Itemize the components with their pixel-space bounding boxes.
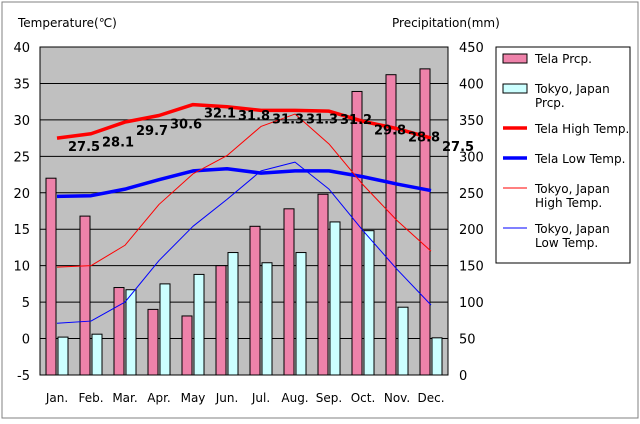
right-tick-label: 250 bbox=[459, 187, 484, 202]
data-labels: 27.5 28.129.7 30.632.1 31.8 31.3 31.3 31.229.8… bbox=[68, 107, 474, 156]
data-label: 29.8 bbox=[374, 123, 406, 138]
data-label: 30.6 bbox=[170, 118, 202, 133]
bar bbox=[249, 225, 261, 376]
right-tick-label: 300 bbox=[459, 150, 484, 165]
bar bbox=[317, 193, 329, 376]
bar bbox=[283, 208, 295, 376]
bar bbox=[431, 337, 443, 376]
bar bbox=[45, 177, 57, 376]
bar bbox=[397, 306, 409, 376]
right-tick-label: 0 bbox=[459, 369, 467, 384]
legend-box bbox=[495, 46, 631, 264]
bar bbox=[419, 68, 431, 376]
bar bbox=[159, 283, 171, 376]
bar bbox=[193, 273, 205, 376]
x-tick-label: Nov. bbox=[384, 391, 410, 405]
left-tick-label: 35 bbox=[13, 77, 30, 92]
data-label: 29.7 bbox=[136, 124, 168, 139]
line-series bbox=[56, 113, 432, 268]
data-label: 31.3 bbox=[272, 112, 304, 127]
right-tick-label: 150 bbox=[459, 260, 484, 275]
bar bbox=[385, 74, 397, 376]
data-label: 31.3 bbox=[306, 112, 338, 127]
legend-label: Low Temp. bbox=[535, 236, 598, 250]
right-tick-label: 350 bbox=[459, 114, 484, 129]
left-tick-label: 0 bbox=[22, 333, 30, 348]
x-tick-label: Jun. bbox=[215, 391, 239, 405]
plot-area bbox=[40, 47, 448, 375]
x-tick-label: May bbox=[181, 391, 206, 405]
x-tick-label: Jul. bbox=[251, 391, 270, 405]
left-tick-label: 15 bbox=[13, 223, 30, 238]
left-tick-label: 5 bbox=[22, 296, 30, 311]
data-label: 27.5 bbox=[68, 140, 100, 155]
right-tick-label: 450 bbox=[459, 41, 484, 56]
x-tick-label: Dec. bbox=[417, 391, 444, 405]
x-tick-label: Apr. bbox=[147, 391, 170, 405]
left-tick-label: 10 bbox=[13, 260, 30, 275]
bar bbox=[295, 252, 307, 376]
x-tick-label: Oct. bbox=[351, 391, 376, 405]
left-tick-label: -5 bbox=[17, 369, 30, 384]
legend-label: Tokyo, Japan bbox=[534, 222, 610, 236]
data-label: 28.1 bbox=[102, 136, 134, 151]
left-axis-title: Temperature(℃) bbox=[17, 16, 117, 30]
bar bbox=[261, 262, 273, 376]
axes: -505101520253035400501001502002503003504… bbox=[13, 41, 483, 405]
legend-label: Tela Low Temp. bbox=[534, 152, 625, 166]
right-axis-title: Precipitation(mm) bbox=[392, 16, 500, 30]
data-label: 31.8 bbox=[238, 109, 270, 124]
data-label: 32.1 bbox=[204, 107, 236, 122]
legend-label: Prcp. bbox=[535, 96, 565, 110]
right-tick-label: 50 bbox=[459, 333, 476, 348]
bar bbox=[227, 252, 239, 376]
bar bbox=[363, 230, 375, 376]
bar bbox=[147, 308, 159, 376]
line-series bbox=[56, 166, 432, 199]
legend-swatch bbox=[502, 83, 528, 94]
data-label: 31.2 bbox=[340, 113, 372, 128]
left-tick-label: 40 bbox=[13, 41, 30, 56]
x-tick-label: Sep. bbox=[316, 391, 342, 405]
bar bbox=[125, 289, 137, 376]
x-tick-label: Aug. bbox=[281, 391, 308, 405]
bar bbox=[91, 333, 103, 376]
bar bbox=[113, 287, 125, 376]
data-label: 27.5 bbox=[442, 140, 474, 155]
left-tick-label: 20 bbox=[13, 187, 30, 202]
plot-border bbox=[39, 46, 449, 376]
left-tick-label: 30 bbox=[13, 114, 30, 129]
data-label: 28.8 bbox=[408, 131, 440, 146]
lines bbox=[56, 102, 432, 324]
legend-swatch bbox=[502, 53, 528, 64]
right-tick-label: 100 bbox=[459, 296, 484, 311]
bar bbox=[57, 336, 69, 376]
bars bbox=[45, 68, 443, 376]
legend-label: Tokyo, Japan bbox=[534, 82, 610, 96]
x-tick-label: Feb. bbox=[78, 391, 103, 405]
right-tick-label: 200 bbox=[459, 223, 484, 238]
bar bbox=[351, 90, 363, 376]
bar bbox=[329, 221, 341, 376]
legend-label: High Temp. bbox=[535, 196, 602, 210]
left-tick-label: 25 bbox=[13, 150, 30, 165]
legend-label: Tela Prcp. bbox=[534, 52, 592, 66]
bar bbox=[79, 215, 91, 376]
bar bbox=[181, 315, 193, 376]
right-tick-label: 400 bbox=[459, 77, 484, 92]
line-series bbox=[56, 102, 432, 140]
line-series bbox=[56, 161, 432, 324]
x-tick-label: Jan. bbox=[45, 391, 68, 405]
x-tick-label: Mar. bbox=[112, 391, 137, 405]
bar bbox=[215, 265, 227, 376]
legend-label: Tokyo, Japan bbox=[534, 182, 610, 196]
legend-label: Tela High Temp. bbox=[534, 122, 629, 136]
